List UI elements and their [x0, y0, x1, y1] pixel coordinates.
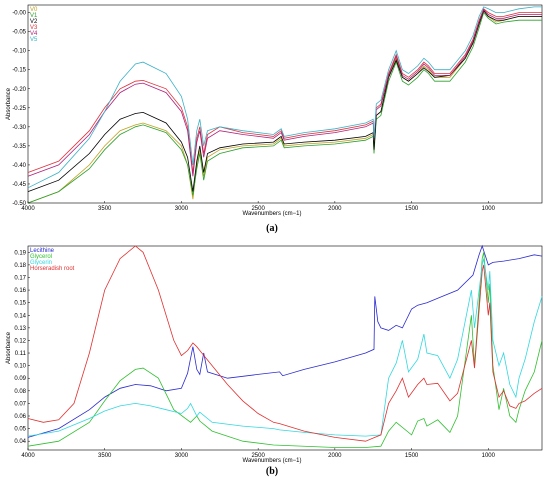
y-tick-label: 0.17	[14, 275, 26, 281]
series-line-glycerin	[27, 258, 543, 437]
plot-frame-a	[27, 4, 543, 204]
x-tick-label: 1000	[482, 206, 496, 212]
y-tick-label: -0.20	[12, 87, 26, 93]
legend-entry: Horseradish root	[30, 266, 75, 272]
series-line-horseradish-root	[27, 245, 543, 442]
legend-entry: V4	[30, 31, 38, 37]
y-tick-label: -0.40	[12, 163, 26, 169]
x-tick-label: 4000	[21, 206, 35, 212]
y-tick-label: -0.45	[12, 182, 26, 188]
x-tick-label: 3500	[98, 453, 112, 459]
y-tick-label: 0.08	[14, 389, 26, 395]
plot-area-a	[27, 6, 542, 204]
legend-entry: V0	[30, 7, 38, 13]
y-tick-label: 0.06	[14, 414, 26, 420]
series-line-lecithine	[27, 244, 543, 438]
x-axis-label-b: Wavenumbers (cm−1)	[243, 458, 302, 464]
y-tick-label: 0.11	[15, 351, 27, 357]
x-tick-label: 2500	[251, 453, 265, 459]
x-tick-label: 1500	[405, 453, 419, 459]
legend-entry: Glycerin	[30, 260, 52, 266]
x-tick-label: 2000	[328, 206, 342, 212]
y-tick-label: -0.35	[12, 144, 26, 150]
x-tick-label: 3000	[175, 206, 189, 212]
y-tick-label: 0.13	[14, 326, 26, 332]
series-line-v2	[27, 9, 542, 192]
y-tick-label: 0.19	[14, 250, 26, 256]
y-tick-label: 0.09	[14, 376, 26, 382]
y-tick-label: 0.10	[14, 364, 26, 370]
series-line-v3	[27, 8, 542, 173]
x-tick-label: 3000	[175, 453, 189, 459]
x-tick-label: 1000	[482, 453, 496, 459]
y-tick-label: 0.07	[14, 401, 26, 407]
series-line-v5	[27, 6, 542, 189]
y-tick-label: -0.30	[12, 125, 26, 131]
y-tick-label: 0.14	[14, 313, 26, 319]
legend-entry: V1	[30, 13, 38, 19]
y-axis-a: -0.00 -0.05 -0.10 -0.15 -0.20 -0.25 -0.30 -0.35…	[12, 11, 30, 207]
legend-entry: V2	[30, 19, 38, 25]
legend-entry: Lecithine	[30, 248, 55, 254]
x-axis-label-a: Wavenumbers (cm−1)	[243, 211, 302, 217]
series-line-glycerol	[27, 252, 543, 448]
plot-frame-b	[27, 245, 543, 451]
y-tick-label: -0.25	[12, 106, 26, 112]
x-tick-label: 2000	[328, 453, 342, 459]
y-tick-label: -0.50	[12, 201, 26, 207]
y-axis-b: 0.19 0.18 0.17 0.16 0.15 0.14 0.13 0.12 0.11 0.10…	[14, 250, 30, 445]
y-axis-label-a: Absorbance	[6, 87, 12, 120]
series-line-v4	[27, 8, 542, 177]
x-tick-label: 3500	[98, 206, 112, 212]
y-tick-label: 0.15	[14, 301, 26, 307]
y-tick-label: 0.16	[14, 288, 26, 294]
y-tick-label: -0.00	[12, 11, 26, 17]
y-tick-label: 0.04	[14, 439, 26, 445]
y-tick-label: -0.10	[12, 49, 26, 55]
y-axis-label-b: Absorbance	[6, 331, 12, 364]
legend-entry: Glycerol	[30, 254, 52, 260]
legend-entry: V3	[30, 25, 38, 31]
plot-area-b	[27, 244, 543, 448]
x-tick-label: 1500	[405, 206, 419, 212]
series-line-v1	[27, 11, 542, 204]
legend-entry: V5	[30, 37, 38, 43]
x-axis-a: 4000 3500 3000 2500 2000 1500 1000	[21, 201, 496, 212]
y-tick-label: 0.12	[14, 338, 26, 344]
y-tick-label: -0.15	[12, 68, 26, 74]
x-tick-label: 2500	[251, 206, 265, 212]
y-tick-label: 0.18	[14, 263, 26, 269]
y-tick-label: -0.05	[12, 30, 26, 36]
x-tick-label: 4000	[21, 453, 35, 459]
y-tick-label: 0.05	[14, 427, 26, 433]
panel-label-a: (a)	[266, 223, 278, 234]
panel-label-b: (b)	[266, 466, 278, 477]
x-axis-b: 4000 3500 3000 2500 2000 1500 1000	[21, 448, 496, 459]
